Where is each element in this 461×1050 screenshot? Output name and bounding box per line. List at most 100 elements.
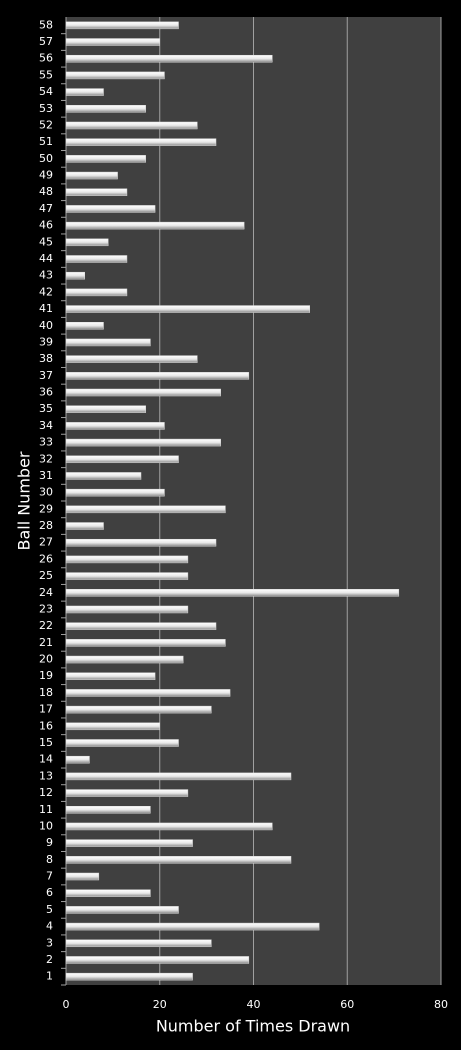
bar — [65, 672, 156, 680]
bar — [65, 538, 217, 547]
y-tick-label: 56 — [39, 52, 53, 65]
bar — [65, 839, 193, 847]
bar — [65, 388, 221, 397]
bar — [65, 705, 212, 714]
bar — [65, 505, 226, 514]
bar — [65, 438, 221, 447]
bar — [65, 689, 231, 697]
bar — [65, 522, 104, 530]
bar — [65, 889, 151, 897]
y-tick-label: 58 — [39, 18, 53, 31]
y-tick-label: 14 — [39, 753, 53, 766]
y-tick-label: 47 — [39, 202, 53, 215]
y-tick-label: 22 — [39, 619, 53, 632]
x-tick-label: 40 — [247, 998, 261, 1011]
bar — [65, 105, 146, 113]
y-tick-label: 13 — [39, 769, 53, 782]
y-tick-label: 57 — [39, 35, 53, 48]
bar — [65, 372, 250, 380]
y-tick-label: 54 — [39, 85, 53, 98]
y-tick-label: 12 — [39, 786, 53, 799]
x-axis-title: Number of Times Drawn — [156, 1017, 350, 1036]
y-tick-label: 5 — [46, 903, 53, 916]
bar — [65, 906, 179, 914]
bar — [65, 655, 184, 664]
bar — [65, 639, 226, 647]
y-tick-label: 2 — [46, 953, 53, 966]
bar — [65, 88, 104, 96]
bar — [65, 305, 310, 313]
bar — [65, 355, 198, 363]
y-tick-label: 39 — [39, 335, 53, 348]
bar — [65, 138, 217, 146]
y-tick-label: 48 — [39, 185, 53, 198]
bar — [65, 605, 189, 614]
y-tick-label: 29 — [39, 502, 53, 515]
y-tick-label: 26 — [39, 552, 53, 565]
y-tick-label: 50 — [39, 152, 53, 165]
bar — [65, 589, 400, 597]
y-tick-label: 17 — [39, 703, 53, 716]
bar — [65, 772, 292, 781]
y-tick-label: 43 — [39, 269, 53, 282]
bar — [65, 939, 212, 948]
y-tick-label: 35 — [39, 402, 53, 415]
y-tick-label: 44 — [39, 252, 53, 265]
bar — [65, 121, 198, 130]
bar — [65, 739, 179, 747]
bar — [65, 338, 151, 347]
bar — [65, 872, 100, 881]
y-tick-label: 4 — [46, 920, 53, 933]
y-tick-label: 23 — [39, 602, 53, 615]
bar — [65, 271, 85, 280]
bar — [65, 405, 146, 413]
y-tick-label: 7 — [46, 870, 53, 883]
bar — [65, 488, 165, 497]
y-tick-label: 52 — [39, 118, 53, 131]
bar — [65, 188, 128, 196]
bar — [65, 205, 156, 213]
bar — [65, 422, 165, 430]
y-tick-label: 36 — [39, 386, 53, 399]
bar — [65, 38, 160, 46]
y-tick-label: 55 — [39, 68, 53, 81]
bar — [65, 472, 142, 480]
y-tick-label: 20 — [39, 653, 53, 666]
bar — [65, 572, 189, 580]
bar — [65, 789, 189, 797]
y-tick-label: 46 — [39, 219, 53, 232]
y-tick-label: 33 — [39, 436, 53, 449]
y-tick-label: 9 — [46, 836, 53, 849]
y-tick-label: 27 — [39, 536, 53, 549]
y-tick-label: 21 — [39, 636, 53, 649]
y-tick-label: 37 — [39, 369, 53, 382]
y-tick-label: 30 — [39, 486, 53, 499]
y-tick-label: 25 — [39, 569, 53, 582]
y-tick-label: 41 — [39, 302, 53, 315]
bar — [65, 238, 109, 247]
bar — [65, 555, 189, 564]
y-tick-label: 32 — [39, 452, 53, 465]
y-tick-label: 15 — [39, 736, 53, 749]
x-tick-label: 80 — [434, 998, 448, 1011]
bar — [65, 171, 118, 180]
bar — [65, 21, 179, 30]
bar — [65, 322, 104, 330]
bar — [65, 956, 250, 964]
bar — [65, 622, 217, 630]
bar — [65, 822, 273, 831]
y-tick-label: 49 — [39, 169, 53, 182]
bar — [65, 288, 128, 297]
y-tick-label: 18 — [39, 686, 53, 699]
y-tick-label: 6 — [46, 886, 53, 899]
y-tick-label: 10 — [39, 819, 53, 832]
x-tick-label: 20 — [153, 998, 167, 1011]
y-axis-title: Ball Number — [15, 451, 34, 550]
y-tick-label: 34 — [39, 419, 53, 432]
y-tick-label: 38 — [39, 352, 53, 365]
bar — [65, 221, 245, 230]
y-tick-label: 3 — [46, 936, 53, 949]
x-tick-label: 60 — [340, 998, 354, 1011]
bar — [65, 255, 128, 263]
